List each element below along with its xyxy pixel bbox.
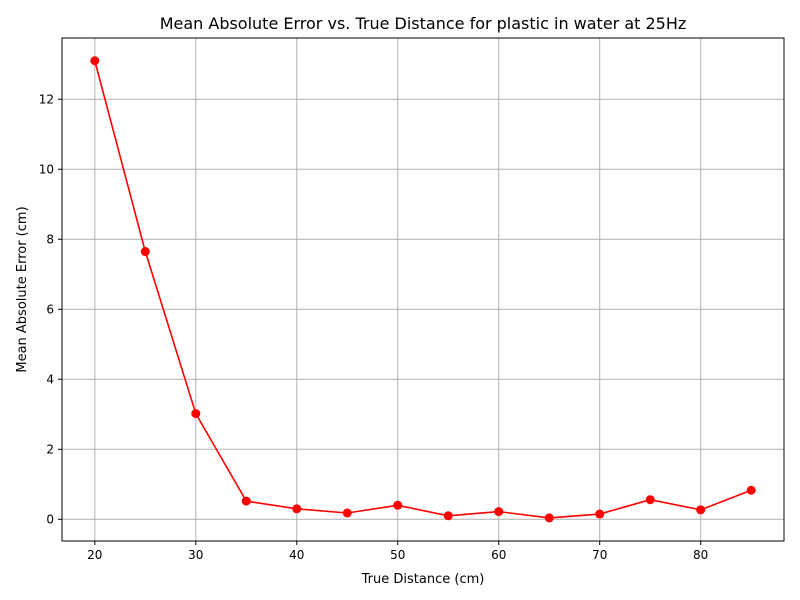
x-tick-label: 80 — [693, 548, 708, 562]
grid — [62, 38, 784, 541]
x-axis-label: True Distance (cm) — [361, 572, 485, 587]
axis-ticks: 20 30 40 50 60 70 80 0 2 4 6 8 10 12 — [39, 92, 709, 562]
y-tick-label: 2 — [46, 442, 54, 456]
x-tick-label: 30 — [188, 548, 203, 562]
data-point — [746, 485, 756, 495]
data-point — [292, 504, 302, 514]
y-tick-label: 8 — [46, 232, 54, 246]
data-point — [90, 56, 100, 66]
x-tick-label: 40 — [289, 548, 304, 562]
y-tick-label: 6 — [46, 302, 54, 316]
data-point — [595, 509, 605, 519]
x-tick-label: 50 — [390, 548, 405, 562]
data-point — [696, 505, 706, 515]
series-line — [94, 60, 752, 519]
y-tick-label: 0 — [46, 512, 54, 526]
data-point — [241, 496, 251, 506]
data-point — [393, 500, 403, 510]
data-point — [443, 511, 453, 521]
y-tick-label: 10 — [39, 162, 54, 176]
data-point — [342, 508, 352, 518]
data-point — [191, 409, 201, 419]
x-tick-label: 20 — [87, 548, 102, 562]
x-tick-label: 70 — [592, 548, 607, 562]
y-tick-label: 4 — [46, 372, 54, 386]
y-tick-label: 12 — [39, 92, 54, 106]
data-point — [140, 247, 150, 257]
x-tick-label: 60 — [491, 548, 506, 562]
chart-title: Mean Absolute Error vs. True Distance fo… — [160, 14, 687, 33]
data-point — [645, 495, 655, 505]
plot-frame — [61, 37, 785, 542]
data-point — [544, 513, 554, 523]
y-axis-label: Mean Absolute Error (cm) — [15, 206, 30, 372]
series-group — [90, 56, 756, 523]
data-point — [494, 507, 504, 517]
